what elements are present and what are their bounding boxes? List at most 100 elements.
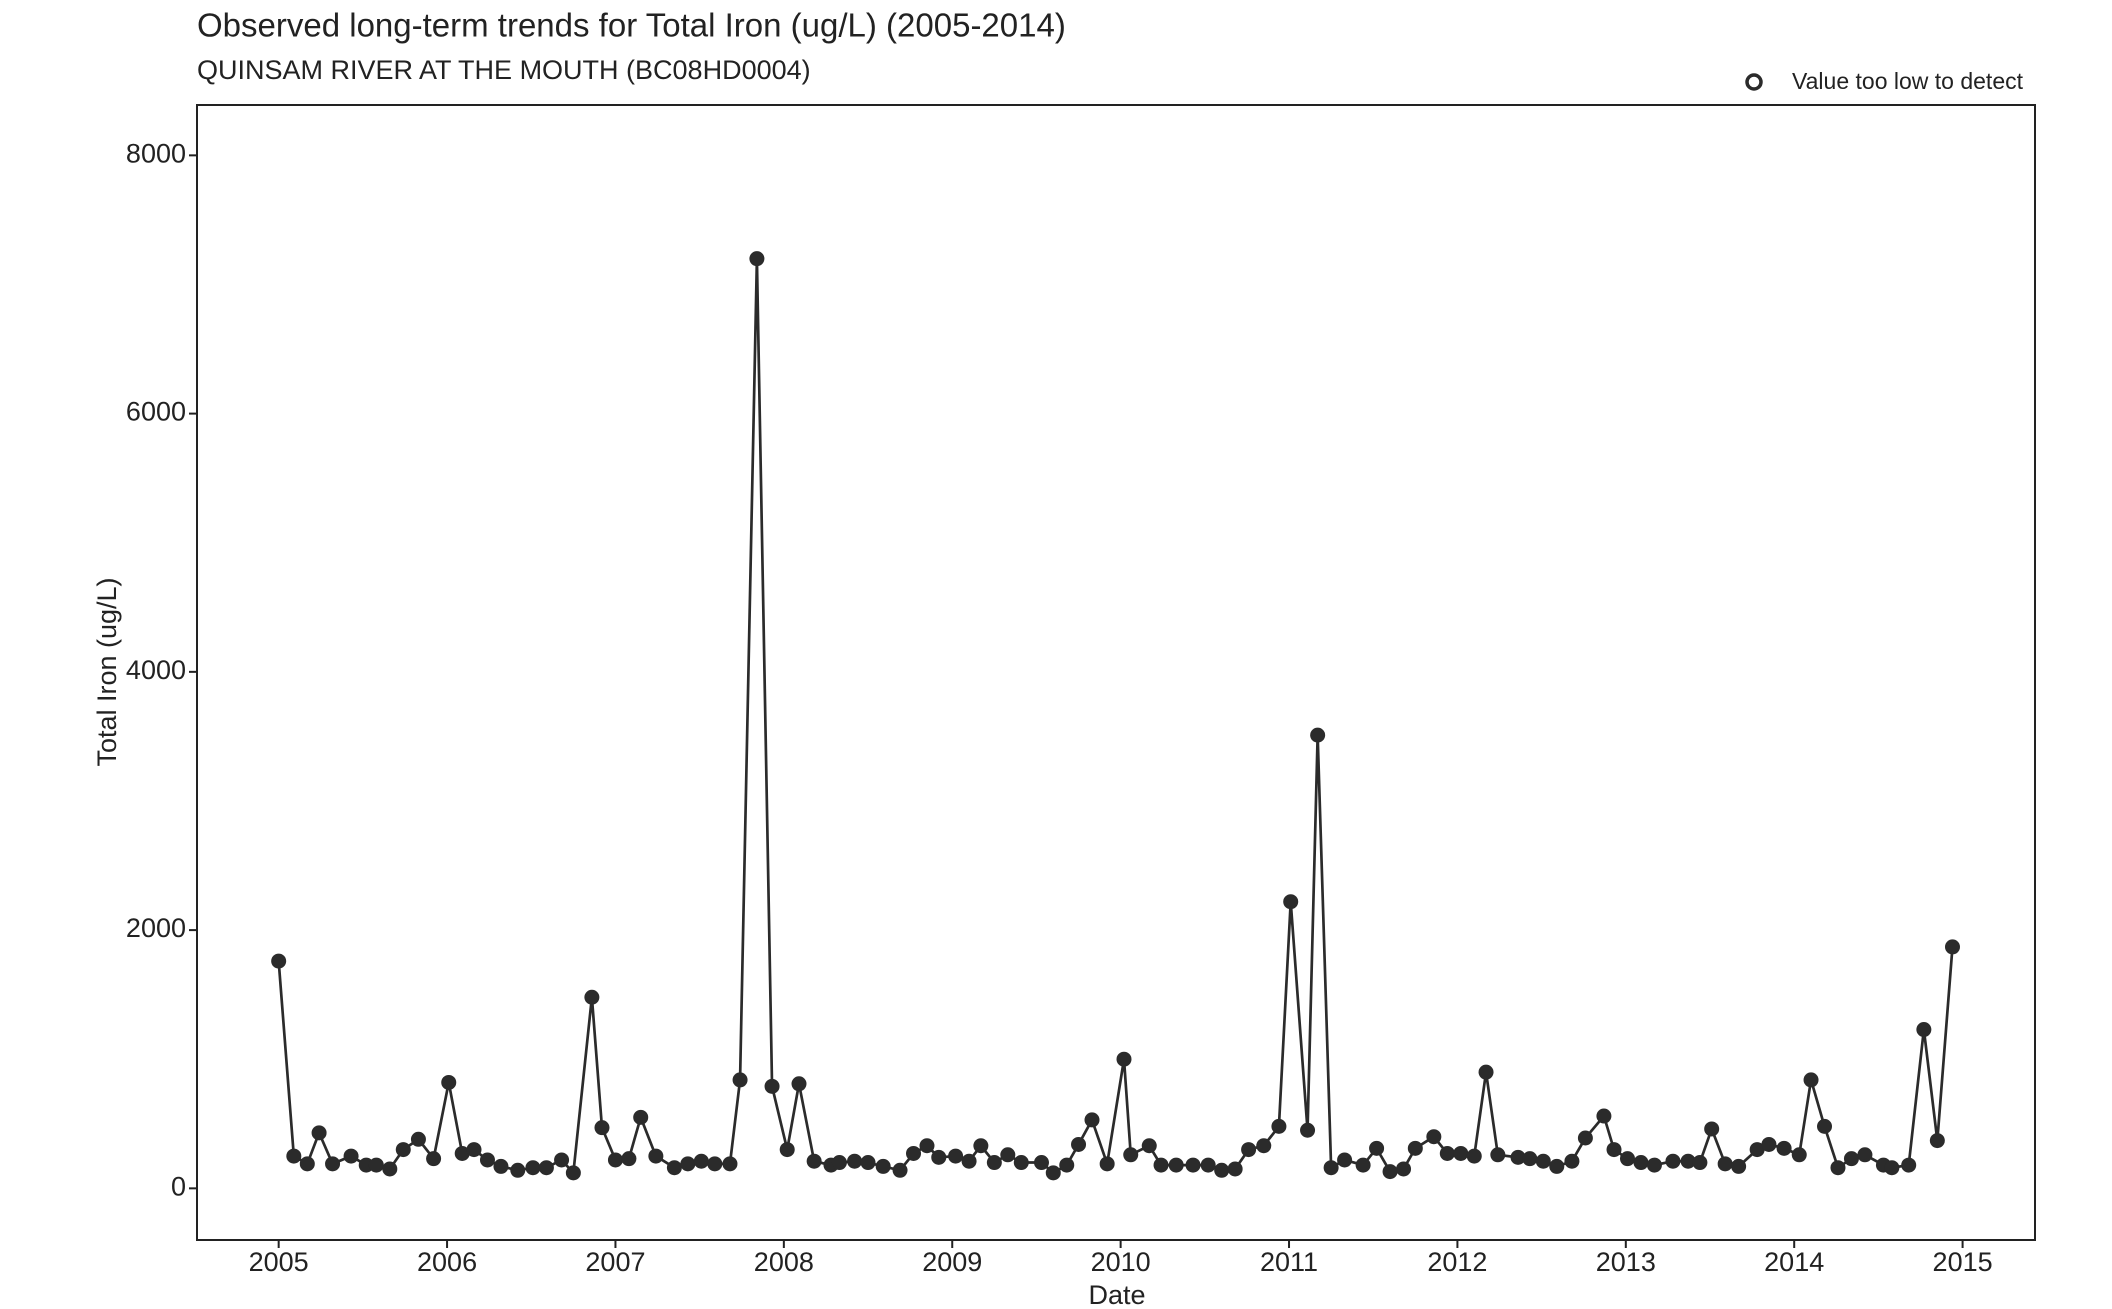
data-point <box>493 1158 509 1174</box>
x-tick-label: 2008 <box>754 1247 814 1277</box>
x-tick-label: 2007 <box>585 1247 645 1277</box>
y-tick-label: 8000 <box>126 138 186 168</box>
data-point <box>1323 1160 1339 1176</box>
data-point <box>764 1078 780 1094</box>
data-point <box>680 1156 696 1172</box>
data-point <box>479 1152 495 1168</box>
data-point <box>961 1153 977 1169</box>
data-point <box>1310 727 1326 743</box>
x-tick-label: 2014 <box>1764 1247 1824 1277</box>
data-point <box>1510 1149 1526 1165</box>
y-tick-label: 4000 <box>126 655 186 685</box>
data-point <box>1803 1072 1819 1088</box>
data-point <box>1916 1022 1932 1038</box>
data-point <box>1704 1121 1720 1137</box>
data-point <box>1241 1142 1257 1158</box>
data-point <box>1596 1108 1612 1124</box>
y-tick-label: 0 <box>171 1171 186 1201</box>
data-point <box>1271 1118 1287 1134</box>
data-point <box>779 1142 795 1158</box>
y-axis-title: Total Iron (ug/L) <box>92 577 122 766</box>
data-point <box>410 1131 426 1147</box>
data-point <box>1857 1147 1873 1163</box>
data-point <box>919 1138 935 1154</box>
y-tick-label: 2000 <box>126 913 186 943</box>
data-point <box>1099 1156 1115 1172</box>
data-point <box>1168 1157 1184 1173</box>
data-point <box>860 1155 876 1171</box>
data-point <box>1227 1161 1243 1177</box>
data-point <box>554 1152 570 1168</box>
data-point <box>1059 1157 1075 1173</box>
data-point <box>1478 1064 1494 1080</box>
data-point <box>607 1152 623 1168</box>
data-point <box>395 1142 411 1158</box>
data-point <box>806 1153 822 1169</box>
data-point <box>732 1072 748 1088</box>
data-point <box>1153 1157 1169 1173</box>
data-point <box>1000 1147 1016 1163</box>
plot-frame <box>196 104 2036 1241</box>
data-point <box>1185 1157 1201 1173</box>
data-point <box>565 1165 581 1181</box>
x-tick-label: 2011 <box>1260 1247 1318 1277</box>
x-tick-label: 2012 <box>1427 1247 1487 1277</box>
data-point <box>1761 1136 1777 1152</box>
data-point <box>299 1156 315 1172</box>
data-point <box>633 1109 649 1125</box>
data-point <box>1256 1138 1272 1154</box>
data-point <box>847 1153 863 1169</box>
x-tick-label: 2013 <box>1596 1247 1656 1277</box>
data-point <box>1396 1161 1412 1177</box>
data-point <box>1791 1147 1807 1163</box>
y-tick-label: 6000 <box>126 397 186 427</box>
data-point <box>271 953 287 969</box>
data-point <box>1884 1160 1900 1176</box>
data-point <box>343 1148 359 1164</box>
data-point <box>892 1162 908 1178</box>
data-point <box>1619 1151 1635 1167</box>
data-point <box>973 1138 989 1154</box>
x-tick-label: 2005 <box>249 1247 309 1277</box>
data-point <box>1817 1118 1833 1134</box>
data-point <box>722 1156 738 1172</box>
data-line <box>277 258 1954 1176</box>
data-point <box>621 1151 637 1167</box>
data-point <box>1901 1157 1917 1173</box>
data-point <box>1071 1136 1087 1152</box>
data-point <box>368 1157 384 1173</box>
data-point <box>510 1162 526 1178</box>
data-point <box>1929 1133 1945 1149</box>
data-point <box>693 1153 709 1169</box>
data-point <box>382 1161 398 1177</box>
data-point <box>466 1142 482 1158</box>
x-tick-label: 2010 <box>1091 1247 1151 1277</box>
data-point <box>1633 1155 1649 1171</box>
data-point <box>1577 1130 1593 1146</box>
data-point <box>584 989 600 1005</box>
data-point <box>791 1076 807 1092</box>
data-point <box>1776 1140 1792 1156</box>
data-point <box>931 1149 947 1165</box>
x-tick-label: 2009 <box>922 1247 982 1277</box>
chart-title: Observed long-term trends for Total Iron… <box>197 7 1066 44</box>
data-point <box>441 1074 457 1090</box>
data-point <box>1382 1164 1398 1180</box>
data-point <box>648 1148 664 1164</box>
data-point <box>1490 1147 1506 1163</box>
data-point <box>1522 1151 1538 1167</box>
data-point <box>1369 1140 1385 1156</box>
x-axis-title: Date <box>1088 1280 1145 1309</box>
data-point <box>1045 1165 1061 1181</box>
data-point <box>1439 1145 1455 1161</box>
data-point <box>1337 1152 1353 1168</box>
data-point <box>1407 1140 1423 1156</box>
data-point <box>1606 1142 1622 1158</box>
data-point <box>1830 1160 1846 1176</box>
data-point <box>1426 1129 1442 1145</box>
data-point <box>1535 1153 1551 1169</box>
legend-symbol <box>1745 73 1763 91</box>
data-point <box>1843 1151 1859 1167</box>
data-point <box>1355 1157 1371 1173</box>
